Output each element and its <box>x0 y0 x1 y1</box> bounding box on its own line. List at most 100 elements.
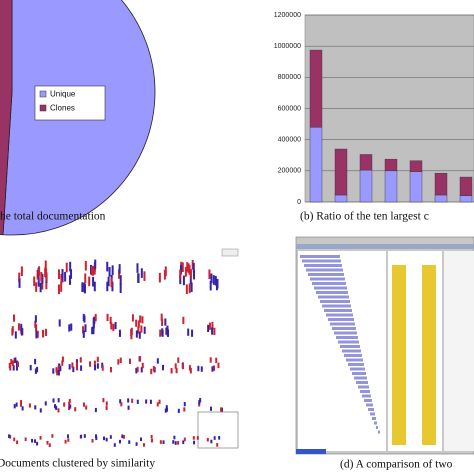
cluster-dash <box>135 442 138 446</box>
legend-label: Clones <box>50 104 75 113</box>
y-tick-label: 1200000 <box>274 12 301 19</box>
cluster-dash <box>174 441 177 445</box>
cluster-dash <box>70 269 73 279</box>
cluster-dash <box>142 443 145 447</box>
cluster-dash <box>208 322 211 330</box>
cluster-dash <box>197 365 200 372</box>
cluster-dash <box>58 319 61 327</box>
cluster-dash <box>14 331 17 339</box>
cluster-dash <box>51 434 54 438</box>
cluster-dash <box>9 365 12 371</box>
cluster-dash <box>94 314 97 322</box>
cluster-dash <box>10 359 13 365</box>
cluster-dash <box>14 357 17 363</box>
cluster-dash <box>84 324 87 333</box>
cluster-dash <box>45 272 48 282</box>
cluster-dash <box>189 269 192 279</box>
cluster-dash <box>129 358 132 365</box>
cluster-dash <box>37 277 40 287</box>
cluster-dash <box>93 281 96 292</box>
cluster-dash <box>114 321 117 330</box>
cluster-dash <box>105 405 108 411</box>
match-cell <box>356 381 368 384</box>
cluster-dash <box>80 365 83 371</box>
cluster-dash <box>69 261 72 272</box>
match-cell <box>334 331 357 335</box>
cluster-dash <box>198 402 201 407</box>
cluster-dash <box>75 359 78 365</box>
cluster-dash <box>158 272 161 283</box>
cluster-dash <box>140 268 143 278</box>
cluster-dash <box>91 266 94 276</box>
cluster-dash <box>135 330 138 338</box>
cluster-dash <box>162 440 165 444</box>
cluster-dash <box>34 358 37 365</box>
cluster-dash <box>61 269 64 279</box>
cluster-dash <box>57 370 60 376</box>
cluster-dash <box>212 275 215 285</box>
cluster-dash <box>83 315 86 323</box>
match-cell <box>364 399 372 402</box>
cluster-dash <box>68 324 71 332</box>
cluster-dash <box>165 405 168 410</box>
cluster-dash <box>72 366 75 373</box>
cluster-dash <box>80 434 83 439</box>
cluster-dash <box>175 367 178 374</box>
cluster-dash <box>101 365 104 371</box>
cluster-dash <box>57 284 60 295</box>
bar-segment <box>434 172 448 196</box>
cluster-dash <box>130 332 133 340</box>
cluster-dash <box>161 364 164 371</box>
cluster-dash <box>52 398 55 403</box>
bar-segment <box>334 148 348 196</box>
cluster-dash <box>215 280 218 291</box>
cluster-dash <box>119 275 122 285</box>
cluster-dash <box>161 318 164 326</box>
cluster-dash <box>150 368 153 375</box>
cluster-dash <box>182 275 185 286</box>
cluster-dash <box>208 269 211 280</box>
caption-a: he total documentation <box>0 211 106 223</box>
cluster-dash <box>181 363 184 370</box>
cluster-dash <box>55 367 58 373</box>
cluster-dash <box>54 404 57 409</box>
cluster-dash <box>192 262 195 273</box>
cluster-dash <box>220 407 223 412</box>
caption-b: (b) Ratio of the ten largest c <box>300 211 429 223</box>
cluster-dash <box>57 365 60 372</box>
match-cell <box>324 309 352 312</box>
match-cell <box>378 430 380 434</box>
cluster-dash <box>174 363 177 369</box>
match-cell <box>332 327 356 330</box>
cluster-dash <box>164 318 167 326</box>
cluster-dash <box>183 402 186 407</box>
bar-segment <box>334 194 348 203</box>
cluster-dash <box>130 327 133 335</box>
cluster-image <box>0 248 240 458</box>
cluster-dash <box>35 331 38 339</box>
cluster-dash <box>188 265 191 275</box>
cluster-dash <box>191 329 194 337</box>
cluster-dash <box>139 315 142 323</box>
cluster-dash <box>41 273 44 284</box>
match-cell <box>336 336 358 339</box>
cluster-dash <box>135 319 138 327</box>
cluster-dash <box>170 368 173 374</box>
cluster-dash <box>109 366 112 373</box>
cluster-dash <box>60 274 63 284</box>
cluster-dash <box>218 436 221 440</box>
match-cell <box>348 363 364 366</box>
cluster-dash <box>118 329 121 337</box>
legend-box <box>34 85 106 121</box>
cluster-dash <box>106 261 109 272</box>
cluster-dash <box>119 357 122 364</box>
match-cell <box>358 385 369 389</box>
cluster-dash <box>187 263 190 273</box>
cluster-dash <box>48 443 51 448</box>
cluster-dash <box>18 278 21 288</box>
screenshot-image <box>295 236 474 455</box>
cluster-dash <box>113 443 116 447</box>
match-cell <box>346 358 363 362</box>
cluster-dash <box>145 399 148 404</box>
cluster-dash <box>140 367 143 373</box>
